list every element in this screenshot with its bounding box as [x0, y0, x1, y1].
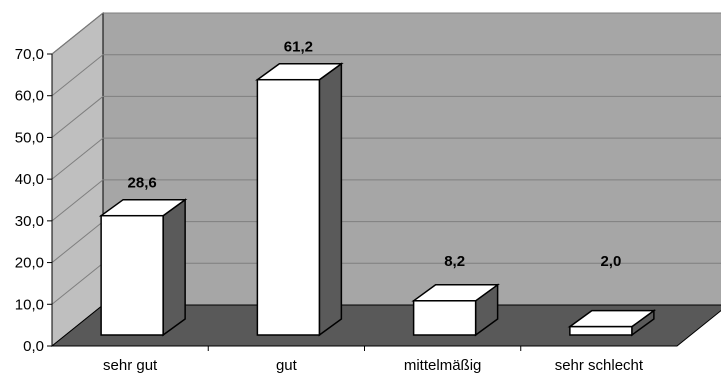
data-label: 8,2 — [444, 253, 465, 270]
x-tick-label: sehr schlecht — [555, 357, 644, 374]
y-tick-label: 50,0 — [15, 129, 44, 146]
bar-front — [256, 78, 321, 336]
gridline — [51, 95, 721, 138]
side-wall — [51, 11, 104, 348]
y-tick-label: 20,0 — [15, 255, 44, 272]
bar — [255, 62, 344, 337]
y-tick-label: 30,0 — [15, 213, 44, 230]
bar — [567, 309, 657, 337]
y-tick-label: 40,0 — [15, 171, 44, 188]
gridline — [51, 179, 721, 222]
data-label: 61,2 — [284, 39, 313, 56]
bar — [411, 283, 500, 337]
y-tick-label: 0,0 — [23, 338, 44, 355]
x-tick-label: sehr gut — [103, 357, 158, 374]
bars — [98, 62, 657, 337]
bar-front — [100, 214, 164, 336]
y-tick-label: 60,0 — [15, 88, 44, 105]
back-wall — [102, 12, 721, 306]
x-axis-ticks: sehr gut gut mittelmäßig sehr schlecht — [52, 345, 677, 374]
x-tick-label: gut — [276, 357, 298, 374]
gridline — [51, 137, 721, 180]
y-tick-label: 10,0 — [15, 296, 44, 313]
bar — [98, 198, 188, 337]
y-axis-ticks: 0,0 10,0 20,0 30,0 40,0 50,0 60,0 70,0 — [15, 46, 53, 355]
bar-side — [162, 198, 186, 337]
gridline — [51, 54, 721, 97]
data-label: 28,6 — [128, 175, 157, 192]
bar-front — [569, 325, 633, 336]
y-tick-label: 70,0 — [15, 46, 44, 63]
data-labels: 28,6 61,2 8,2 2,0 — [128, 39, 622, 270]
data-label: 2,0 — [600, 253, 621, 270]
bar-side — [318, 62, 343, 337]
bar-front — [412, 300, 477, 336]
x-tick-label: mittelmäßig — [404, 357, 482, 374]
gridline — [51, 12, 721, 55]
gridlines — [51, 12, 721, 305]
